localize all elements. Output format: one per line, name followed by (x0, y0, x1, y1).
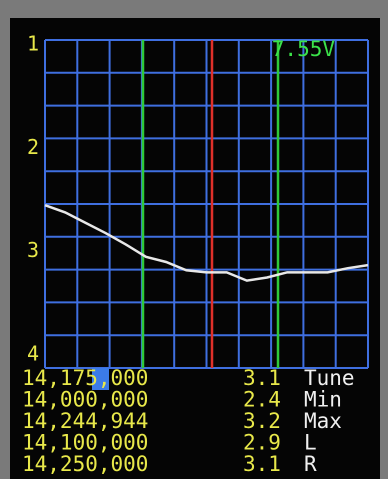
y-tick-label: 1 (27, 32, 39, 56)
page: 7.55V 1 2 3 414,175,000 3.1 Tune 14,000,000 2.4… (0, 0, 388, 479)
y-tick-label: 4 (27, 342, 39, 366)
device-screen: 7.55V 1 2 3 414,175,000 3.1 Tune 14,000,000 2.4… (0, 0, 388, 479)
readout-label: Tune (304, 366, 355, 390)
swr-value: 2.9 (243, 431, 281, 455)
voltage: 7.55V (272, 37, 336, 61)
readout-label: L (304, 431, 317, 455)
swr-value: 3.1 (243, 452, 281, 476)
frequency: 14,250,000 (22, 452, 148, 476)
y-tick-label: 2 (27, 135, 39, 159)
readout-label: Min (304, 388, 342, 412)
frequency: 14,000,000 (22, 388, 148, 412)
frequency: 14,244,944 (22, 409, 148, 433)
y-tick-label: 3 (27, 238, 39, 262)
frequency: 14,175,000 (22, 366, 148, 390)
swr-value: 3.2 (243, 409, 281, 433)
swr-value: 3.1 (243, 366, 281, 390)
readout-label: R (304, 452, 317, 476)
readout-label: Max (304, 409, 342, 433)
swr-value: 2.4 (243, 388, 281, 412)
frequency: 14,100,000 (22, 431, 148, 455)
